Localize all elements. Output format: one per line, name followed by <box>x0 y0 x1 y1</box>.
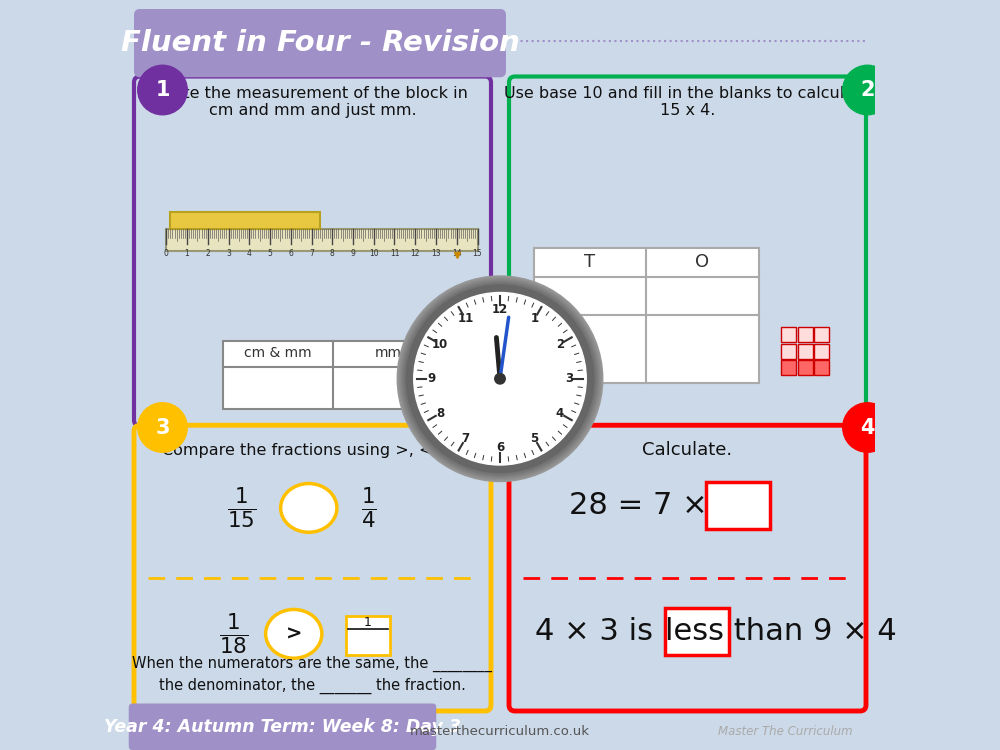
Bar <box>170 212 320 229</box>
Text: 13: 13 <box>431 248 441 257</box>
Text: 1: 1 <box>185 248 189 257</box>
Text: 8: 8 <box>330 248 335 257</box>
Text: 5: 5 <box>530 432 539 445</box>
Circle shape <box>399 278 601 479</box>
Text: cm and mm and just mm.: cm and mm and just mm. <box>209 103 416 118</box>
Bar <box>798 327 813 342</box>
FancyBboxPatch shape <box>134 425 491 711</box>
Text: Year 4: Autumn Term: Week 8: Day 3: Year 4: Autumn Term: Week 8: Day 3 <box>104 718 461 736</box>
Text: When the numerators are the same, the ________: When the numerators are the same, the __… <box>132 656 492 672</box>
Text: 4: 4 <box>860 418 875 437</box>
Text: 1: 1 <box>155 80 170 100</box>
Circle shape <box>138 403 187 452</box>
Text: cm & mm: cm & mm <box>244 346 312 361</box>
Text: 9: 9 <box>351 248 355 257</box>
Bar <box>781 327 796 342</box>
Text: 3: 3 <box>155 418 170 437</box>
Bar <box>781 360 796 375</box>
Text: the denominator, the _______ the fraction.: the denominator, the _______ the fractio… <box>159 678 466 694</box>
Circle shape <box>495 374 505 384</box>
Text: $\frac{1}{15}$: $\frac{1}{15}$ <box>227 485 256 531</box>
Text: Fluent in Four - Revision: Fluent in Four - Revision <box>121 29 519 57</box>
Text: 6: 6 <box>288 248 293 257</box>
Circle shape <box>400 279 600 478</box>
Circle shape <box>414 292 586 465</box>
Circle shape <box>398 277 602 481</box>
Text: masterthecurriculum.co.uk: masterthecurriculum.co.uk <box>410 724 590 738</box>
Text: 0: 0 <box>164 248 169 257</box>
FancyBboxPatch shape <box>129 704 436 750</box>
FancyBboxPatch shape <box>134 76 491 426</box>
Text: 15 x 4.: 15 x 4. <box>660 103 715 118</box>
Text: 3: 3 <box>226 248 231 257</box>
Text: Master The Curriculum: Master The Curriculum <box>718 724 852 738</box>
Text: 1: 1 <box>530 313 539 326</box>
Bar <box>534 248 759 382</box>
Text: 6: 6 <box>496 441 504 454</box>
FancyBboxPatch shape <box>134 9 506 77</box>
Bar <box>166 229 478 251</box>
Text: 2: 2 <box>556 338 564 351</box>
Text: 8: 8 <box>436 406 444 420</box>
Text: 15: 15 <box>473 248 482 257</box>
Circle shape <box>404 283 596 475</box>
FancyBboxPatch shape <box>509 76 866 426</box>
Text: 7: 7 <box>309 248 314 257</box>
Text: 1: 1 <box>364 616 372 629</box>
Text: 2: 2 <box>205 248 210 257</box>
Text: 4: 4 <box>556 406 564 420</box>
Text: 12: 12 <box>410 248 420 257</box>
Bar <box>781 344 796 358</box>
Text: 7: 7 <box>461 432 470 445</box>
Circle shape <box>405 284 595 474</box>
Text: 10: 10 <box>432 338 448 351</box>
Text: 5: 5 <box>268 248 272 257</box>
Bar <box>346 616 390 655</box>
Circle shape <box>402 280 598 477</box>
Text: 2: 2 <box>860 80 875 100</box>
Text: 9: 9 <box>427 372 435 386</box>
Bar <box>814 327 829 342</box>
Text: 12: 12 <box>492 303 508 316</box>
Text: $\frac{1}{4}$: $\frac{1}{4}$ <box>361 485 377 531</box>
Bar <box>665 608 729 655</box>
Text: 3: 3 <box>565 372 573 386</box>
Bar <box>814 360 829 375</box>
Circle shape <box>403 281 597 476</box>
Text: less than 9 × 4: less than 9 × 4 <box>665 616 897 646</box>
Circle shape <box>406 285 594 472</box>
Ellipse shape <box>281 484 337 532</box>
Circle shape <box>138 65 187 115</box>
Text: 11: 11 <box>457 313 474 326</box>
Text: 28 = 7 ×: 28 = 7 × <box>569 490 708 520</box>
Text: T: T <box>584 254 596 272</box>
Text: $\frac{1}{18}$: $\frac{1}{18}$ <box>219 611 248 656</box>
Text: mm: mm <box>375 346 402 361</box>
Text: 14: 14 <box>452 248 462 257</box>
Text: Use base 10 and fill in the blanks to calculate: Use base 10 and fill in the blanks to ca… <box>504 86 871 101</box>
Bar <box>706 482 770 530</box>
Text: Calculate.: Calculate. <box>642 441 733 459</box>
Circle shape <box>397 276 603 482</box>
Text: 4: 4 <box>247 248 252 257</box>
Text: 10: 10 <box>369 248 379 257</box>
Text: O: O <box>695 254 710 272</box>
Bar <box>222 341 444 409</box>
FancyBboxPatch shape <box>509 425 866 711</box>
Text: Write the measurement of the block in: Write the measurement of the block in <box>157 86 468 101</box>
Bar <box>814 344 829 358</box>
Bar <box>798 344 813 358</box>
Text: 11: 11 <box>390 248 399 257</box>
Circle shape <box>843 403 892 452</box>
Text: 4 × 3 is: 4 × 3 is <box>535 616 653 646</box>
Bar <box>798 360 813 375</box>
Text: Compare the fractions using >, < or =.: Compare the fractions using >, < or =. <box>162 442 478 458</box>
Circle shape <box>843 65 892 115</box>
Text: >: > <box>286 624 302 644</box>
Ellipse shape <box>266 610 322 658</box>
